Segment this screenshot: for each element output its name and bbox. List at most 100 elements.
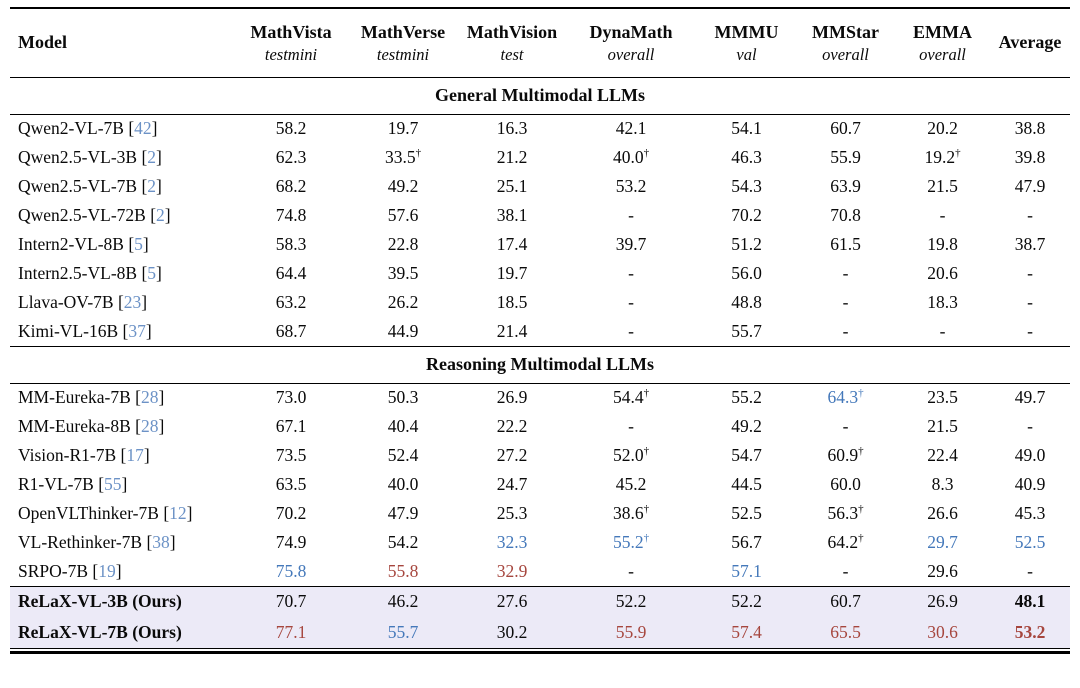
score-cell: 30.6 — [895, 617, 990, 649]
score-value: 8.3 — [931, 474, 954, 494]
score-cell: 30.2 — [459, 617, 565, 649]
score-value: 63.5 — [275, 474, 307, 494]
model-name: Intern2-VL-8B — [18, 234, 124, 254]
table-body: General Multimodal LLMs Qwen2-VL-7B [42] 5… — [10, 77, 1070, 649]
model-cell: MM-Eureka-8B [28] — [18, 416, 165, 436]
score-cell: 70.2 — [697, 201, 796, 230]
table-row: R1-VL-7B [55] 63.5 40.0 24.7 45.2 44.5 60.0 8.3… — [10, 470, 1070, 499]
score-value: - — [1027, 292, 1033, 312]
score-value: 40.9 — [1014, 474, 1046, 494]
dagger-mark: † — [643, 532, 650, 545]
score-cell: 48.1 — [990, 586, 1070, 617]
score-value: 38.1 — [496, 205, 528, 225]
citation-link[interactable]: 28 — [140, 387, 159, 408]
score-value: 53.2 — [615, 176, 647, 196]
score-cell: - — [565, 288, 697, 317]
citation-link[interactable]: 2 — [147, 147, 157, 167]
score-value: 60.7 — [830, 591, 861, 612]
score-value: 32.9 — [496, 560, 528, 581]
score-cell: 64.4 — [235, 259, 347, 288]
table-row: Qwen2-VL-7B [42] 58.2 19.7 16.3 42.1 54.1 60.7… — [10, 114, 1070, 143]
dagger-mark: † — [643, 445, 650, 458]
score-cell: - — [990, 288, 1070, 317]
table-row: Qwen2.5-VL-3B [2] 62.3 33.5† 21.2 40.0† 46.3 5… — [10, 143, 1070, 172]
score-value: 33.5 — [384, 147, 416, 167]
score-value: - — [842, 263, 849, 283]
score-cell: 63.2 — [235, 288, 347, 317]
dagger-mark: † — [955, 147, 961, 160]
score-cell: 52.2 — [697, 586, 796, 617]
score-cell: 38.6† — [565, 499, 697, 528]
score-cell: - — [990, 412, 1070, 441]
score-cell: 47.9 — [347, 499, 459, 528]
score-cell: 22.2 — [459, 412, 565, 441]
citation-link[interactable]: 5 — [147, 263, 157, 283]
score-cell: - — [565, 557, 697, 587]
model-name: MM-Eureka-8B — [18, 416, 131, 436]
score-value: 27.6 — [496, 591, 528, 612]
score-cell: 63.9 — [796, 172, 895, 201]
score-cell: 55.7 — [347, 617, 459, 649]
score-value: 54.4 — [612, 387, 644, 408]
score-cell: 57.1 — [697, 557, 796, 587]
citation-link[interactable]: 5 — [134, 234, 143, 254]
score-value: 55.7 — [387, 621, 419, 642]
score-cell: 42.1 — [565, 114, 697, 143]
score-value: 29.6 — [927, 560, 958, 581]
score-value: 50.3 — [387, 387, 419, 408]
score-cell: 18.5 — [459, 288, 565, 317]
score-cell: - — [796, 412, 895, 441]
score-value: 52.5 — [731, 503, 762, 523]
citation-link[interactable]: 42 — [134, 118, 152, 139]
section-title: General Multimodal LLMs — [10, 77, 1070, 115]
score-value: 22.8 — [387, 234, 419, 254]
model-cell: Qwen2-VL-7B [42] — [18, 118, 158, 139]
benchmark-table-wrap: Model MathVista testmini MathVerse testm… — [10, 7, 1070, 654]
citation-link[interactable]: 37 — [128, 320, 146, 341]
citation-link[interactable]: 23 — [123, 292, 142, 312]
score-value: 38.7 — [1014, 234, 1046, 254]
citation-link[interactable]: 38 — [152, 532, 170, 552]
citation-link[interactable]: 17 — [126, 445, 144, 465]
model-cell: ReLaX-VL-3B (Ours) — [10, 586, 235, 617]
score-value: 23.5 — [927, 387, 958, 408]
score-cell: 58.3 — [235, 230, 347, 259]
score-value: 38.6 — [612, 503, 644, 523]
benchmark-name: MathVerse — [360, 22, 446, 43]
score-cell: 39.7 — [565, 230, 697, 259]
dagger-mark: † — [858, 503, 864, 516]
score-value: 25.1 — [496, 176, 528, 196]
score-value: 21.5 — [927, 176, 958, 196]
col-header-mmstar: MMStar overall — [796, 9, 895, 78]
score-cell: 19.8 — [895, 230, 990, 259]
score-cell: 21.5 — [895, 172, 990, 201]
citation-link[interactable]: 19 — [98, 560, 116, 581]
score-value: 25.3 — [496, 503, 528, 523]
score-value: - — [1027, 320, 1033, 341]
score-value: 56.3 — [827, 503, 859, 523]
score-value: 49.7 — [1014, 387, 1046, 408]
score-cell: 19.7 — [347, 114, 459, 143]
citation-link[interactable]: 2 — [156, 205, 165, 225]
score-cell: 55.9 — [565, 617, 697, 649]
score-value: 55.8 — [387, 560, 419, 581]
citation-link[interactable]: 12 — [169, 503, 187, 523]
score-value: 52.5 — [1014, 532, 1046, 552]
score-cell: 52.0† — [565, 441, 697, 470]
score-cell: 57.6 — [347, 201, 459, 230]
dagger-mark: † — [643, 503, 650, 516]
model-cell: Intern2-VL-8B [5] — [18, 234, 149, 254]
citation-link[interactable]: 2 — [147, 176, 157, 196]
score-value: 39.8 — [1014, 147, 1046, 167]
score-cell: 52.4 — [347, 441, 459, 470]
table-row: Qwen2.5-VL-7B [2] 68.2 49.2 25.1 53.2 54.3 63.… — [10, 172, 1070, 201]
score-value: 51.2 — [731, 234, 762, 254]
citation-link[interactable]: 28 — [140, 416, 159, 436]
benchmark-split: testmini — [376, 44, 430, 64]
score-cell: 50.3 — [347, 383, 459, 412]
benchmark-split: val — [736, 44, 757, 64]
score-cell: - — [990, 557, 1070, 587]
citation-link[interactable]: 55 — [104, 474, 122, 494]
score-value: 45.3 — [1014, 503, 1046, 523]
score-value: 39.5 — [387, 263, 419, 283]
